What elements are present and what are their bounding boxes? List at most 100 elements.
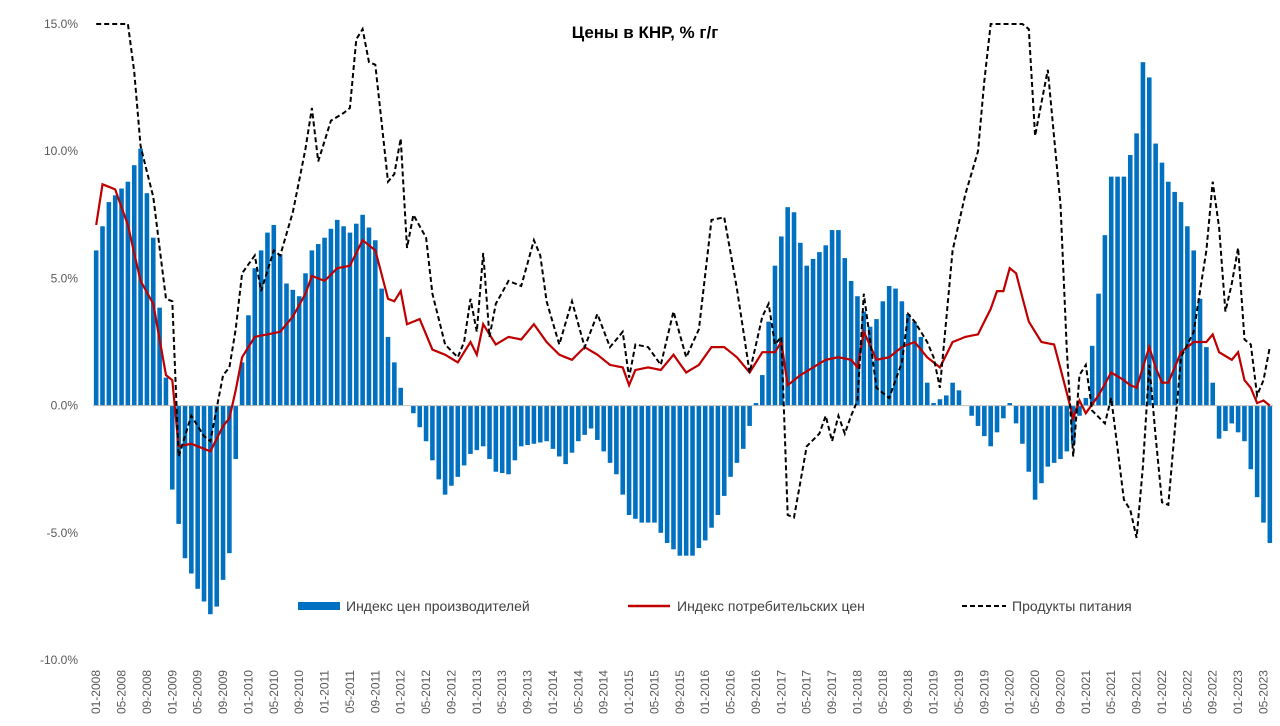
cpi-series-line: [95, 182, 1271, 453]
ppi-bar: [373, 240, 378, 406]
ppi-bar: [1159, 162, 1165, 406]
x-tick-label: 09-2019: [977, 670, 991, 714]
ppi-bar: [1070, 405, 1076, 444]
ppi-bar: [607, 405, 613, 463]
ppi-bar: [791, 212, 797, 406]
ppi-bar: [563, 405, 568, 465]
x-tick-label: 05-2014: [571, 670, 585, 714]
ppi-bar: [576, 405, 581, 442]
ppi-bar: [842, 258, 848, 406]
x-tick-label: 05-2020: [1028, 670, 1042, 714]
ppi-bar: [100, 226, 105, 406]
ppi-bar: [1191, 250, 1196, 406]
ppi-bar: [277, 254, 283, 406]
x-tick-label: 05-2023: [1256, 670, 1270, 714]
x-tick-label: 01-2012: [394, 670, 408, 714]
x-tick-label: 01-2019: [927, 670, 941, 714]
ppi-bar: [1096, 293, 1101, 406]
ppi-bar: [810, 258, 816, 406]
ppi-bar: [696, 405, 702, 549]
x-tick-label: 01-2015: [622, 670, 636, 714]
ppi-bar: [157, 307, 162, 406]
food-series-line: [96, 23, 1271, 539]
ppi-bar: [353, 223, 359, 406]
ppi-bar: [702, 405, 708, 541]
ppi-bar: [557, 405, 562, 457]
ppi-bar: [943, 395, 949, 406]
ppi-bar: [956, 390, 962, 406]
x-tick-label: 01-2018: [850, 670, 864, 714]
ppi-bar: [296, 296, 302, 406]
ppi-bar: [899, 301, 905, 406]
ppi-bar: [93, 250, 99, 406]
ppi-bar: [664, 405, 670, 543]
ppi-bar: [182, 405, 188, 559]
legend-label-cpi: Индекс потребительских цен: [677, 598, 865, 614]
x-tick-label: 05-2009: [191, 670, 205, 714]
ppi-bar: [1001, 405, 1006, 419]
ppi-bar: [734, 405, 740, 463]
ppi-bar: [1108, 176, 1114, 406]
x-tick-label: 05-2010: [267, 670, 281, 714]
x-tick-label: 09-2011: [368, 670, 382, 713]
ppi-bar: [690, 405, 695, 556]
ppi-bar: [1121, 176, 1127, 406]
x-tick-label: 09-2016: [749, 670, 763, 714]
ppi-bar: [988, 405, 993, 447]
ppi-bar: [423, 405, 429, 442]
ppi-bar: [772, 265, 778, 406]
ppi-bar: [582, 405, 587, 435]
x-tick-label: 09-2022: [1206, 670, 1220, 714]
ppi-bar: [975, 405, 981, 426]
ppi-bar: [1051, 405, 1057, 463]
ppi-bar: [1064, 405, 1070, 452]
ppi-bar: [626, 405, 632, 515]
x-tick-label: 05-2017: [800, 670, 814, 714]
ppi-bar: [1223, 405, 1228, 432]
ppi-bar: [982, 405, 987, 437]
ppi-bar: [417, 405, 423, 428]
ppi-bar: [715, 405, 721, 515]
legend: Индекс цен производителей Индекс потреби…: [298, 598, 1132, 614]
ppi-bar: [601, 405, 606, 452]
x-tick-label: 05-2016: [724, 670, 738, 714]
x-tick-label: 01-2009: [165, 670, 179, 714]
ppi-bar: [106, 202, 112, 406]
ppi-bar: [1178, 202, 1184, 406]
ppi-bar: [1115, 176, 1120, 406]
ppi-bar: [436, 405, 442, 480]
ppi-bar: [144, 193, 150, 406]
ppi-bar: [1210, 382, 1216, 406]
ppi-bar: [290, 289, 296, 406]
ppi-bar: [531, 405, 537, 444]
x-tick-label: 09-2012: [444, 670, 458, 714]
ppi-bar: [721, 405, 727, 496]
ppi-bar: [1140, 62, 1146, 406]
x-axis-ticks: 01-2008 05-2008 09-2008 01-2009 05-2009 09-20…: [89, 670, 1270, 714]
ppi-bar: [1242, 405, 1247, 442]
ppi-bar: [905, 314, 911, 406]
ppi-bar: [1172, 191, 1177, 406]
ppi-bar: [912, 321, 917, 406]
ppi-bar: [994, 405, 1000, 433]
ppi-bar: [525, 405, 530, 446]
legend-label-food: Продукты питания: [1012, 598, 1132, 614]
ppi-bar: [950, 382, 955, 406]
ppi-bar: [1020, 405, 1025, 444]
y-tick-label: -5.0%: [47, 526, 79, 540]
ppi-bar: [284, 283, 289, 406]
ppi-bar: [829, 230, 835, 406]
ppi-bar: [747, 405, 752, 426]
ppi-bar: [1147, 77, 1152, 406]
ppi-bar: [246, 315, 251, 406]
ppi-bar: [334, 219, 340, 406]
ppi-bar: [924, 382, 930, 406]
ppi-bar: [170, 405, 175, 490]
ppi-bar: [1185, 226, 1190, 406]
ppi-bar: [271, 224, 277, 406]
ppi-bar: [1254, 405, 1260, 498]
ppi-bar: [588, 405, 594, 429]
ppi-bar: [740, 405, 746, 449]
x-tick-label: 05-2013: [495, 670, 509, 714]
ppi-bar: [1007, 403, 1013, 406]
